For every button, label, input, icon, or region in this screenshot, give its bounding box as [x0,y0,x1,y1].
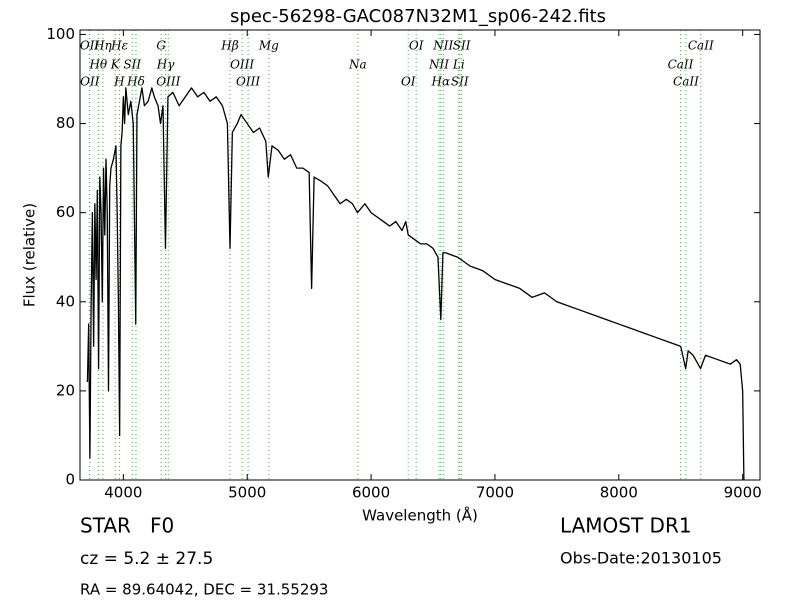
spectral-line-label: OII [80,39,100,53]
spectral-line-label: Hη [93,39,112,53]
spectral-line-label: OIII [230,58,254,72]
y-axis-label: Flux (relative) [21,203,39,307]
x-tick-label: 8000 [600,484,638,502]
survey: LAMOST DR1 [560,514,692,538]
spectral-line-label: OII [80,75,100,89]
coordinates: RA = 89.64042, DEC = 31.55293 [80,581,328,599]
y-tick-label: 80 [56,114,75,132]
spectrum-line [86,87,745,480]
y-tick-label: 0 [65,471,75,489]
spectral-line-label: K [110,58,121,72]
spectral-line-label: Li [452,58,465,72]
object-class: STAR F0 [80,514,174,538]
spectral-line-label: SII [451,75,469,89]
redshift: cz = 5.2 ± 27.5 [80,549,213,569]
spectral-line-label: OIII [156,75,180,89]
x-tick-label: 6000 [352,484,390,502]
spectral-line-label: Mg [258,39,279,53]
spectral-line-label: H [113,75,125,89]
chart-title: spec-56298-GAC087N32M1_sp06-242.fits [230,6,606,27]
spectral-line-label: Hθ [88,58,107,72]
plot-frame [79,29,761,481]
spectral-line-label: Na [348,58,367,72]
spectral-line-label: CaII [668,58,694,72]
y-tick-label: 20 [56,381,75,399]
spectral-line-label: Hβ [220,39,238,53]
x-tick-label: 5000 [228,484,266,502]
spectral-line-label: OI [401,75,416,89]
spectral-line-label: NII [432,39,453,53]
spectral-line-label: CaII [673,75,699,89]
spectral-line-label: Hε [110,39,128,53]
x-tick-label: 7000 [476,484,514,502]
spectral-line-label: OIII [236,75,260,89]
spectral-line-label: CaII [688,39,714,53]
x-axis-label: Wavelength (Å) [362,506,478,525]
y-tick-label: 40 [56,292,75,310]
spectral-line-label: SII [123,58,141,72]
x-tick-label: 9000 [724,484,762,502]
spectral-line-label: G [156,39,166,53]
obs-date: Obs-Date:20130105 [560,549,722,568]
spectral-line-label: Hα [431,75,451,89]
x-tick-label: 4000 [104,484,142,502]
spectral-line-label: Hγ [156,58,175,72]
spectral-line-label: Hδ [126,75,145,89]
spectral-line-label: SII [453,39,471,53]
spectral-line-label: NII [428,58,449,72]
y-tick-label: 60 [56,203,75,221]
spectral-line-label: OI [409,39,424,53]
y-tick-label: 100 [46,25,75,43]
